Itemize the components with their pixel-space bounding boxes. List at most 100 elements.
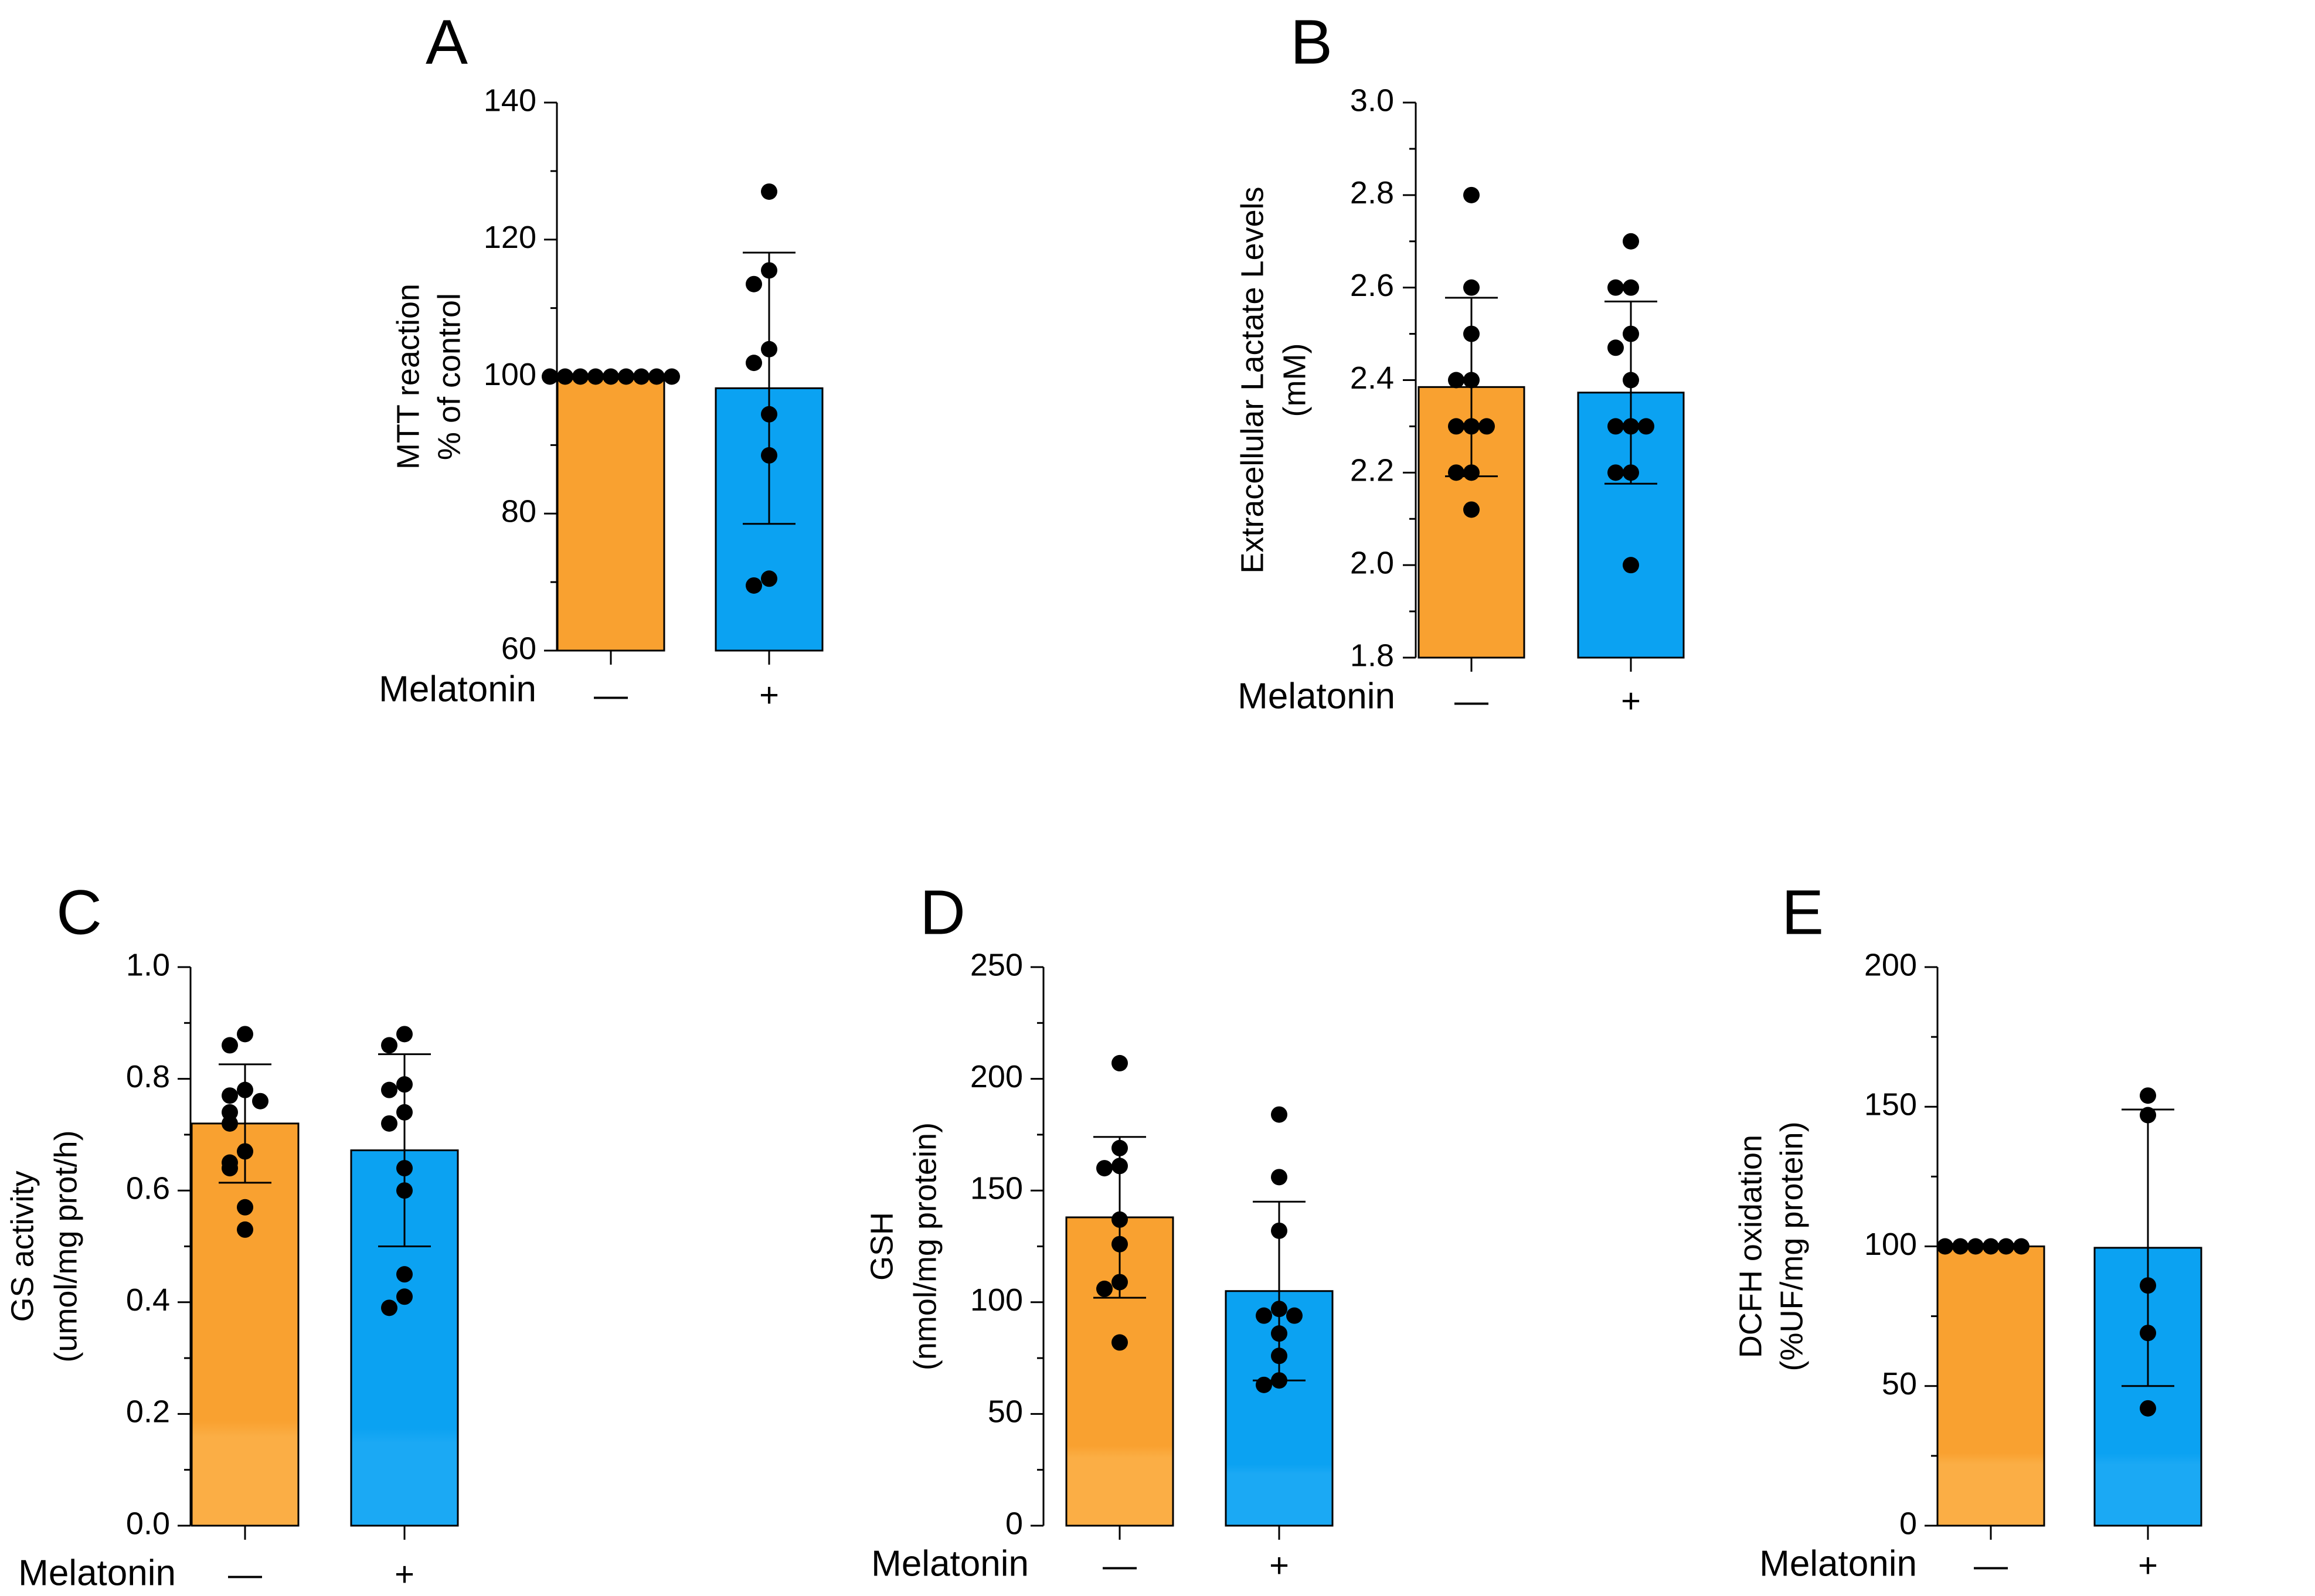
bar-minus — [1417, 386, 1525, 659]
y-tick-label: 0.4 — [126, 1282, 170, 1318]
panel-letter: C — [56, 877, 102, 948]
y-tick-label: 0 — [1899, 1506, 1917, 1541]
data-point-minus — [1111, 1274, 1128, 1291]
category-label-minus: — — [1103, 1546, 1137, 1584]
data-point-plus — [1623, 325, 1639, 342]
data-point-plus — [2140, 1325, 2156, 1342]
data-point-minus — [237, 1199, 253, 1216]
y-tick-label: 60 — [501, 631, 536, 666]
data-point-minus — [237, 1081, 253, 1098]
data-point-plus — [1623, 279, 1639, 296]
data-point-plus — [396, 1104, 413, 1121]
data-point-minus — [1463, 279, 1480, 296]
data-point-minus — [633, 368, 650, 385]
data-point-plus — [396, 1026, 413, 1043]
data-point-minus — [1463, 418, 1480, 435]
y-tick-label: 3.0 — [1350, 83, 1394, 118]
panel-letter: E — [1782, 877, 1824, 948]
data-point-minus — [1937, 1238, 1953, 1255]
panel-letter: A — [426, 6, 468, 77]
y-tick-label: 100 — [1864, 1227, 1917, 1262]
data-point-plus — [746, 577, 762, 594]
y-tick-label: 80 — [501, 494, 536, 529]
data-point-plus — [1271, 1222, 1287, 1239]
data-point-minus — [1448, 418, 1464, 435]
data-point-minus — [1463, 325, 1480, 342]
data-point-minus — [587, 368, 604, 385]
y-tick-label: 200 — [1864, 947, 1917, 982]
chart-panel-a: A 60 80 100 120 140 MTT reaction% of control Me… — [379, 6, 824, 714]
data-point-plus — [761, 406, 777, 423]
y-tick-label: 0.2 — [126, 1394, 170, 1430]
y-axis-title-line-1: GS activity — [5, 1170, 40, 1322]
data-point-plus — [381, 1115, 397, 1132]
category-label-plus: + — [759, 676, 779, 714]
data-point-plus — [761, 570, 777, 587]
data-point-minus — [1096, 1280, 1113, 1297]
data-point-minus — [1967, 1238, 1984, 1255]
data-point-plus — [396, 1288, 413, 1305]
data-point-plus — [1271, 1372, 1287, 1389]
data-point-plus — [381, 1081, 397, 1098]
data-point-minus — [1111, 1334, 1128, 1351]
data-point-plus — [1271, 1325, 1287, 1342]
y-tick-label: 2.2 — [1350, 453, 1394, 488]
data-point-plus — [1607, 418, 1624, 435]
data-point-plus — [761, 262, 777, 279]
y-tick-label: 0.6 — [126, 1170, 170, 1206]
data-point-plus — [2140, 1107, 2156, 1124]
data-point-minus — [1448, 464, 1464, 481]
data-point-minus — [1463, 464, 1480, 481]
data-point-minus — [237, 1221, 253, 1238]
data-point-plus — [1607, 339, 1624, 356]
data-point-minus — [222, 1115, 238, 1132]
y-axis-title-line-1: MTT reaction — [390, 284, 426, 469]
data-point-minus — [1111, 1211, 1128, 1228]
data-point-minus — [1111, 1054, 1128, 1071]
data-point-plus — [381, 1037, 397, 1054]
data-point-minus — [557, 368, 573, 385]
data-point-plus — [746, 355, 762, 372]
y-tick-label: 0 — [1005, 1506, 1023, 1541]
data-point-minus — [1478, 418, 1495, 435]
data-point-plus — [1256, 1307, 1272, 1324]
y-axis-title-line-2: % of control — [431, 293, 467, 460]
data-point-minus — [252, 1093, 268, 1110]
group-label: Melatonin — [871, 1543, 1029, 1584]
y-tick-label: 2.8 — [1350, 175, 1394, 210]
data-point-plus — [396, 1076, 413, 1093]
chart-panel-e: E 0 50 100 150 200 DCFH oxidation (%UF/mg prote… — [1733, 877, 2202, 1584]
data-point-plus — [746, 275, 762, 292]
panel-letter: D — [920, 877, 966, 948]
data-point-minus — [1983, 1238, 1999, 1255]
bar-minus — [1936, 1246, 2045, 1527]
data-point-plus — [1607, 464, 1624, 481]
data-point-plus — [761, 447, 777, 464]
y-tick-label: 2.6 — [1350, 268, 1394, 303]
data-point-plus — [1623, 464, 1639, 481]
data-point-plus — [2140, 1400, 2156, 1417]
data-point-minus — [237, 1143, 253, 1160]
data-point-plus — [396, 1182, 413, 1199]
data-point-minus — [1998, 1238, 2014, 1255]
data-point-plus — [1271, 1347, 1287, 1364]
y-tick-label: 0.0 — [126, 1506, 170, 1541]
data-point-minus — [237, 1026, 253, 1043]
y-tick-label: 50 — [1882, 1366, 1917, 1401]
group-label: Melatonin — [18, 1553, 176, 1593]
data-point-plus — [1623, 418, 1639, 435]
y-tick-label: 250 — [970, 947, 1023, 982]
data-point-plus — [396, 1266, 413, 1283]
y-tick-label: 200 — [970, 1059, 1023, 1094]
y-tick-label: 0.8 — [126, 1059, 170, 1094]
data-point-plus — [2140, 1277, 2156, 1294]
y-axis-title-line-2: (umol/mg prot/h) — [48, 1130, 83, 1362]
data-point-plus — [396, 1160, 413, 1177]
data-point-minus — [222, 1160, 238, 1177]
data-point-minus — [1448, 372, 1464, 389]
data-point-minus — [618, 368, 634, 385]
y-tick-label: 150 — [1864, 1087, 1917, 1122]
y-tick-label: 1.8 — [1350, 638, 1394, 673]
data-point-minus — [2013, 1238, 2030, 1255]
